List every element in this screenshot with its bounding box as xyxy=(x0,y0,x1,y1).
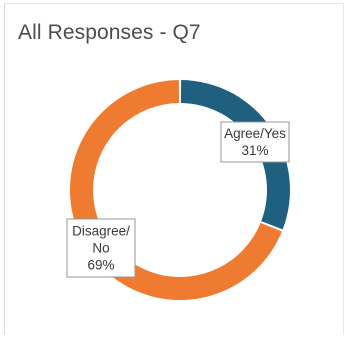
data-label-box xyxy=(220,121,290,163)
data-label-disagree-no: Disagree/No 69% xyxy=(66,218,136,278)
data-label-category: No xyxy=(92,241,109,256)
data-labels: Agree/Yes 31% Disagree/No 69% xyxy=(66,121,290,278)
data-label-agree-yes: Agree/Yes 31% xyxy=(220,121,290,163)
chart-title: All Responses - Q7 xyxy=(18,21,201,44)
data-label-category: Disagree/ xyxy=(72,224,130,239)
data-label-box xyxy=(66,218,136,278)
data-label-category: Agree/Yes xyxy=(224,126,286,141)
data-label-value: 69% xyxy=(87,258,114,273)
data-label-value: 31% xyxy=(241,143,268,158)
